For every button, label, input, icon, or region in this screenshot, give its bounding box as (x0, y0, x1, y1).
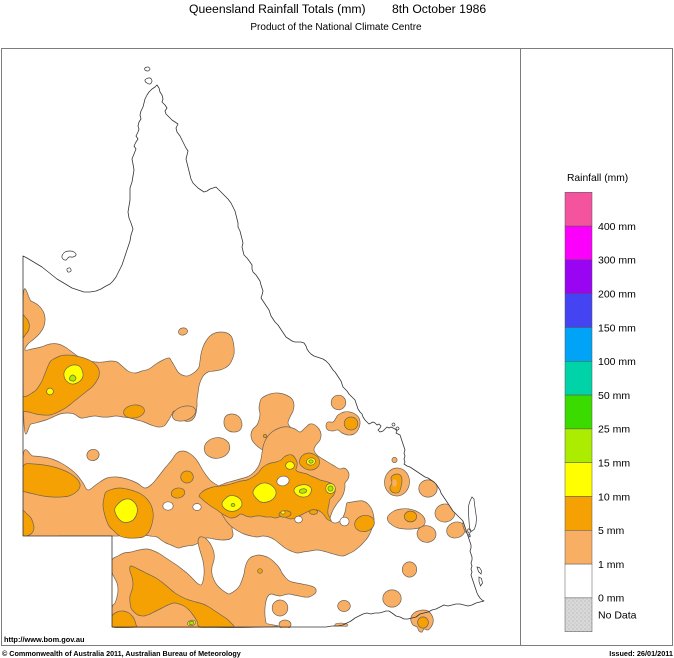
svg-text:10 mm: 10 mm (598, 491, 630, 503)
svg-text:200 mm: 200 mm (598, 289, 636, 301)
svg-text:300 mm: 300 mm (598, 255, 636, 267)
svg-text:15 mm: 15 mm (598, 458, 630, 470)
svg-text:0 mm: 0 mm (598, 593, 625, 605)
svg-text:100 mm: 100 mm (598, 356, 636, 368)
svg-text:Rainfall (mm): Rainfall (mm) (567, 173, 628, 184)
svg-text:Issued: 26/01/2011: Issued: 26/01/2011 (609, 649, 673, 658)
svg-text:25 mm: 25 mm (598, 424, 630, 436)
svg-text:50 mm: 50 mm (598, 390, 630, 402)
svg-text:Queensland Rainfall Totals (mm: Queensland Rainfall Totals (mm) (189, 2, 366, 16)
svg-text:5 mm: 5 mm (598, 525, 625, 537)
svg-text:150 mm: 150 mm (598, 322, 636, 334)
svg-text:400 mm: 400 mm (598, 221, 636, 233)
svg-text:http://www.bom.gov.au: http://www.bom.gov.au (4, 635, 85, 644)
svg-text:© Commonwealth of Australia 20: © Commonwealth of Australia 2011, Austra… (2, 649, 241, 658)
svg-text:8th October 1986: 8th October 1986 (392, 2, 486, 16)
svg-text:No Data: No Data (598, 610, 637, 622)
svg-text:1 mm: 1 mm (598, 559, 625, 571)
svg-text:Product of the National Climat: Product of the National Climate Centre (250, 22, 422, 33)
